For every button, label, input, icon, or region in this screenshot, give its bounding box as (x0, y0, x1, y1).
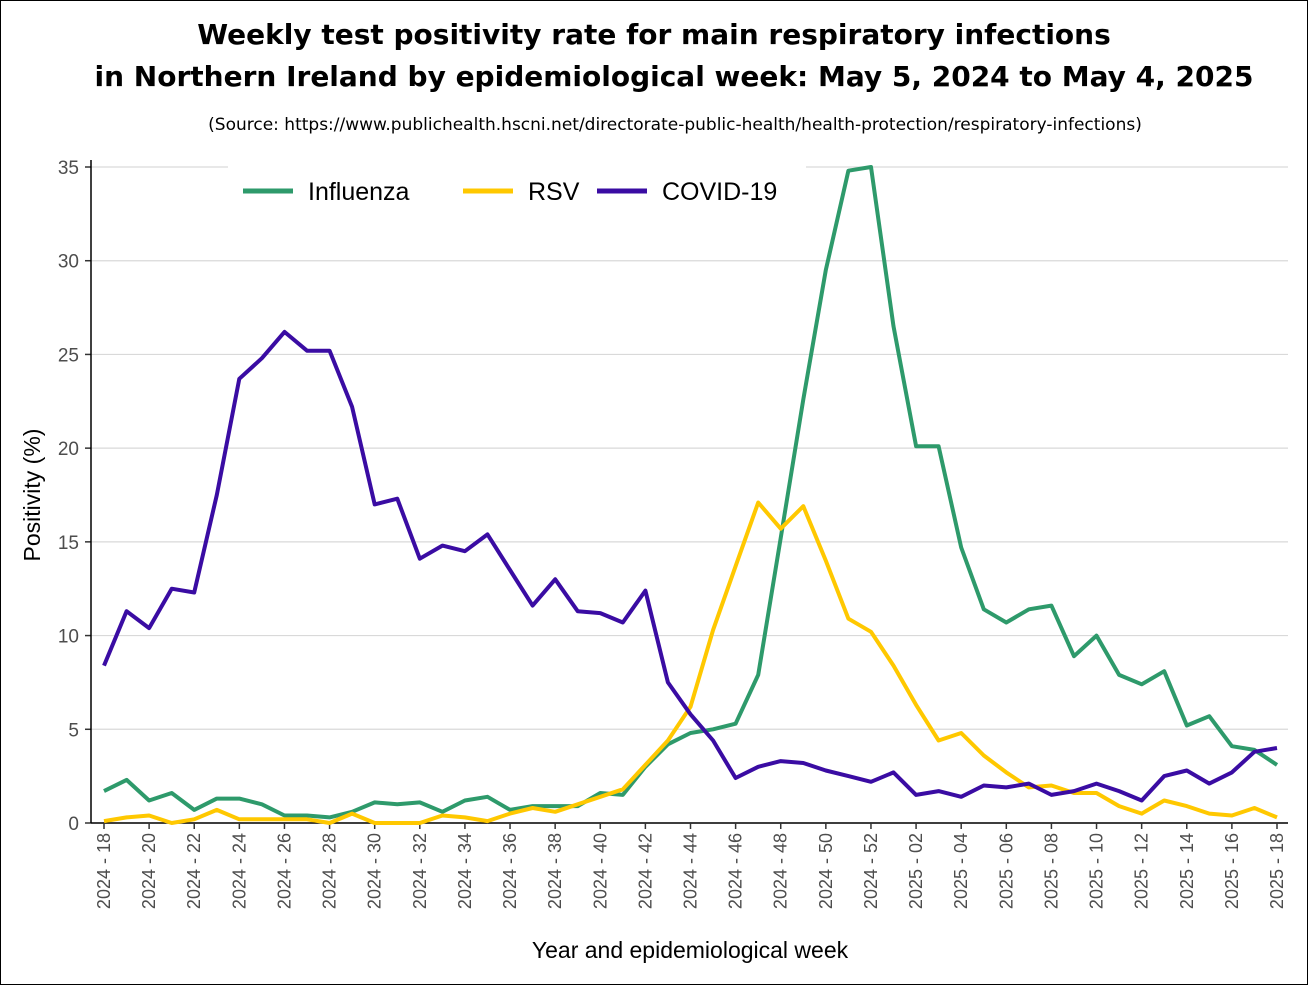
x-tick-label: 2024 - 44 (681, 833, 701, 909)
legend-label: COVID-19 (662, 178, 777, 206)
gridlines (91, 166, 1288, 824)
x-tick-label: 2024 - 36 (500, 833, 520, 909)
x-tick-label: 2025 - 16 (1222, 833, 1242, 909)
x-tick-label: 2024 - 28 (320, 833, 340, 909)
x-tick-label: 2024 - 32 (410, 833, 430, 909)
chart-source: (Source: https://www.publichealth.hscni.… (208, 115, 1142, 135)
legend-box (228, 163, 806, 217)
x-tick-label: 2024 - 42 (635, 833, 655, 909)
series-line-covid-19 (102, 329, 1278, 803)
x-tick-label: 2024 - 40 (590, 833, 610, 909)
chart-title-line2: in Northern Ireland by epidemiological w… (94, 60, 1254, 93)
x-tick-label: 2024 - 22 (184, 833, 204, 909)
x-tick-label: 2025 - 08 (1041, 833, 1061, 909)
legend-label: Influenza (308, 178, 410, 206)
y-tick-label: 0 (68, 814, 79, 835)
y-tick-label: 30 (58, 252, 79, 273)
x-axis-label: Year and epidemiological week (532, 937, 849, 963)
x-tick-label: 2024 - 50 (816, 833, 836, 909)
x-tick-label: 2024 - 38 (545, 833, 565, 909)
series-line-rsv (103, 500, 1278, 825)
x-tick-label: 2024 - 48 (771, 833, 791, 909)
x-tick-label: 2024 - 46 (726, 833, 746, 909)
x-tick-label: 2025 - 04 (951, 833, 971, 909)
series-line-influenza (103, 165, 1279, 820)
y-axis-label: Positivity (%) (19, 429, 45, 562)
x-tick-label: 2025 - 18 (1267, 833, 1287, 909)
x-tick-label: 2024 - 52 (861, 833, 881, 909)
x-tick-label: 2025 - 10 (1087, 833, 1107, 909)
x-tick-label: 2024 - 18 (94, 833, 114, 909)
y-tick-label: 15 (58, 533, 79, 554)
x-tick-label: 2025 - 06 (996, 833, 1016, 909)
series-lines (102, 165, 1279, 825)
y-tick-label: 5 (68, 720, 79, 741)
legend-label: RSV (528, 178, 580, 206)
x-tick-label: 2025 - 02 (906, 833, 926, 909)
x-tick-label: 2024 - 30 (365, 833, 385, 909)
y-tick-label: 10 (58, 627, 79, 648)
chart-title-line1: Weekly test positivity rate for main res… (197, 18, 1111, 51)
axes: 0 5 10 15 20 25 30 35 2024 - 18 2024 - 20 2024 - 2… (58, 158, 1288, 909)
x-tick-label: 2024 - 34 (455, 833, 475, 909)
y-tick-label: 25 (58, 345, 79, 366)
x-tick-label: 2025 - 12 (1132, 833, 1152, 909)
x-tick-label: 2024 - 26 (274, 833, 294, 909)
y-tick-label: 35 (58, 158, 79, 179)
y-tick-label: 20 (58, 439, 79, 460)
x-tick-label: 2025 - 14 (1177, 833, 1197, 909)
x-tick-label: 2024 - 20 (139, 833, 159, 909)
legend: Influenza RSV COVID-19 (228, 163, 806, 217)
x-tick-label: 2024 - 24 (229, 833, 249, 909)
